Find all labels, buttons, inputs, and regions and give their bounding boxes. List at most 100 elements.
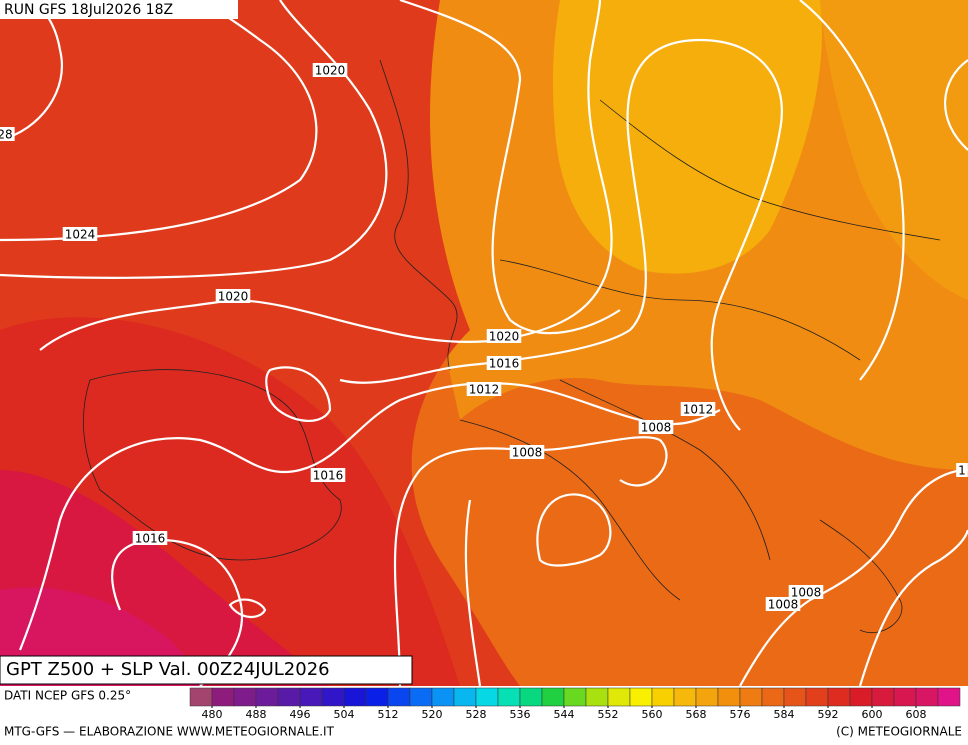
colorbar-tick-label: 544 [554,708,575,721]
coastlines [83,59,941,633]
isobar-label: 1008 [791,586,822,600]
colorbar-swatch [475,687,499,707]
colorbar-tick-label: 608 [906,708,927,721]
colorbar-tick-label: 480 [202,708,223,721]
isobar-label-box [486,329,522,343]
colorbar-tick-label: 512 [378,708,399,721]
colorbar-tick-label: 536 [510,708,531,721]
footer-right: (C) METEOGIORNALE [836,725,962,739]
isobar-label: 1 [958,464,966,478]
isobar [536,493,612,567]
colorbar-swatch [409,687,433,707]
isobar [944,59,968,151]
colorbar-swatch [365,687,389,707]
colorbar-swatch [519,687,543,707]
data-source: DATI NCEP GFS 0.25° [4,689,131,703]
colorbar-swatch [211,687,235,707]
coastline [379,59,458,371]
colorbar: 480 488 496 504 512 520 528 536 544 552 560 568 576 5… [189,687,961,721]
isobar-label-box [680,402,716,416]
isobar-label-box [466,382,502,396]
isobar [265,366,332,422]
isobar [18,382,721,651]
isobar [858,529,968,687]
coastline [819,519,903,633]
isobar-label-box [312,63,348,77]
colorbar-swatch [453,687,477,707]
colorbar-swatch [629,687,653,707]
colorbar-swatch [761,687,785,707]
isobar [0,0,388,279]
colorbar-swatch [695,687,719,707]
isobar-label-box [509,445,545,459]
colorbar-tick-label: 488 [246,708,267,721]
isobar-label-box [638,420,674,434]
isobar-label-box [765,597,801,611]
colorbar-tick-label: 584 [774,708,795,721]
colorbar-swatch [387,687,411,707]
colorbar-swatch [189,687,213,707]
coastline [83,369,342,561]
isobar-label: 1016 [313,469,344,483]
colorbar-swatch [673,687,697,707]
colorbar-tick-label: 576 [730,708,751,721]
isobar-label-box [788,585,824,599]
colorbar-swatch [849,687,873,707]
colorbar-swatch [827,687,851,707]
colorbar-swatch [233,687,257,707]
footer-left: MTG-GFS — ELABORAZIONE WWW.METEOGIORNALE… [4,725,335,739]
isobar [111,538,243,687]
title-box [0,655,413,685]
colorbar-swatch [607,687,631,707]
colorbar-tick-label: 592 [818,708,839,721]
colorbar-swatch [915,687,939,707]
isobar-label-box [215,289,251,303]
colorbar-swatch [255,687,279,707]
colorbar-swatch [805,687,829,707]
coastline [559,379,771,561]
colorbar-swatch [585,687,609,707]
colorbar-swatch [299,687,323,707]
border [499,259,861,361]
isobar [228,598,267,618]
isobar-label: 1012 [683,403,714,417]
colorbar-tick-label: 528 [466,708,487,721]
isobar-label-box [956,463,968,477]
run-box [0,0,238,19]
colorbar-swatch [431,687,455,707]
colorbar-swatch [937,687,961,707]
colorbar-tick-label: 560 [642,708,663,721]
map-fields [0,0,968,686]
isobar [799,0,905,381]
colorbar-swatch [739,687,763,707]
isobar-label: 1008 [641,421,672,435]
colorbar-swatch [783,687,807,707]
colorbar-swatch [497,687,521,707]
field-light-orange [820,0,968,300]
isobar [739,468,968,687]
isobar [464,499,482,687]
isobar-labels: 1020281024102010201016101210121008100810… [0,63,968,612]
colorbar-swatch [277,687,301,707]
colorbar-swatch [563,687,587,707]
colorbar-swatch [651,687,675,707]
colorbar-tick-label: 568 [686,708,707,721]
map-title: GPT Z500 + SLP Val. 00Z24JUL2026 [6,659,330,680]
run-label: RUN GFS 18Jul2026 18Z [4,2,173,18]
isobar-label-box [486,356,522,370]
colorbar-tick-label: 504 [334,708,355,721]
colorbar-tick-label: 496 [290,708,311,721]
isobar-label: 1020 [218,290,249,304]
field-yellow [552,0,822,274]
isobar-label: 1020 [489,330,520,344]
isobar-label-box [62,227,98,241]
isobar-label: 1016 [135,532,166,546]
colorbar-swatch [871,687,895,707]
colorbar-tick-label: 552 [598,708,619,721]
isobar [399,0,621,335]
isobar-label: 1020 [315,64,346,78]
isobar-label: 1016 [489,357,520,371]
isobar-label-box [132,531,168,545]
